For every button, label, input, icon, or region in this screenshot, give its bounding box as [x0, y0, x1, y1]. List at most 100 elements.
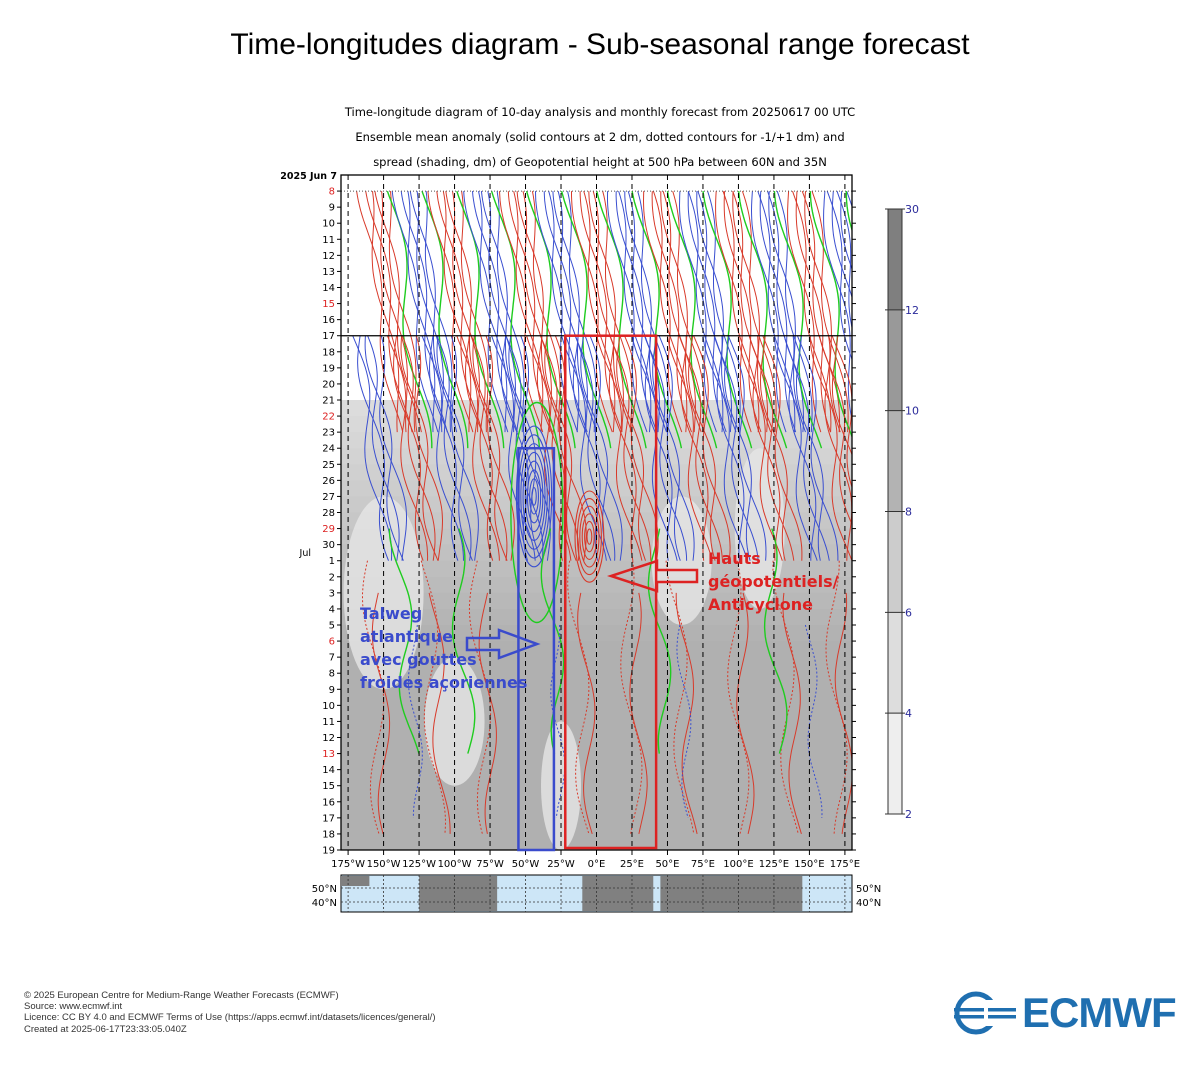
contour-line: [767, 190, 805, 433]
contour-line: [660, 191, 702, 433]
colorbar-tick-label: 10: [905, 405, 919, 418]
contour-line: [809, 191, 852, 439]
contour-line: [478, 592, 497, 834]
colorbar-segment: [887, 410, 903, 512]
contour-line: [428, 592, 451, 834]
trough-label: froides açoriennes: [360, 673, 527, 692]
contour-line: [783, 335, 830, 561]
contour-line: [356, 191, 404, 433]
page-title: Time-longitudes diagram - Sub-seasonal r…: [230, 28, 970, 61]
contour-line: [644, 335, 673, 561]
y-tick-label: 12: [322, 251, 335, 262]
contour-line: [592, 190, 624, 433]
y-tick-label: 15: [322, 299, 335, 310]
x-tick-label: 75°W: [476, 859, 504, 870]
contour-line: [470, 335, 508, 561]
contour-line: [662, 190, 696, 433]
trough-box: [517, 446, 556, 852]
spread-band: [341, 785, 852, 803]
contour-line: [574, 335, 616, 561]
contour-line: [445, 191, 493, 433]
contour-line: [782, 592, 802, 835]
grid-lines: [341, 175, 852, 850]
x-tick-label: 125°E: [759, 859, 789, 870]
contour-line: [364, 335, 404, 561]
y-tick-label: 18: [322, 829, 335, 840]
contour-line: [415, 335, 444, 561]
contour-line: [823, 191, 852, 421]
contour-line: [531, 487, 537, 506]
contour-line: [472, 191, 518, 433]
contour-line: [567, 560, 590, 835]
spread-patch: [541, 721, 582, 850]
contour-line: [460, 191, 489, 433]
contour-line: [702, 335, 748, 561]
ridge-label: Hauts: [708, 549, 761, 568]
contour-line: [583, 190, 616, 433]
y-axis: 2025 Jun 7891011121314151617181920212223…: [280, 171, 856, 857]
spread-band: [341, 560, 852, 578]
contour-line: [750, 191, 787, 433]
contour-line: [792, 190, 832, 433]
contour-line: [400, 191, 448, 433]
colorbar-segment: [887, 511, 903, 613]
x-tick-label: 175°W: [331, 859, 365, 870]
contour-line: [687, 191, 727, 433]
ecmwf-logo: ECMWF: [954, 989, 1184, 1036]
y-tick-label: 15: [322, 781, 335, 792]
contour-line: [667, 335, 713, 561]
x-axis: 175°W 150°W 125°W 100°W 75°W 50°W 25°W 0°E 25°E 5…: [331, 850, 860, 870]
y-tick-label: 5: [329, 621, 335, 632]
footer-line-copyright: © 2025 European Centre for Medium-Range …: [24, 990, 339, 1001]
colorbar-segment: [887, 309, 903, 411]
contour-line: [707, 190, 741, 433]
contour-line: [472, 335, 508, 561]
contour-line: [768, 191, 806, 433]
trough-label: Talweg: [360, 604, 422, 623]
contour-line: [831, 335, 852, 457]
x-tick-label: 25°W: [547, 859, 575, 870]
colorbar-tick-label: 12: [905, 304, 919, 317]
contour-line: [697, 190, 733, 433]
contour-line: [627, 190, 660, 433]
contour-line: [577, 592, 596, 835]
contour-line: [436, 335, 472, 561]
contour-line: [616, 335, 646, 561]
x-tick-label: 50°E: [655, 859, 679, 870]
contour-line: [788, 335, 817, 561]
contour-line: [515, 425, 553, 568]
y-tick-label: 20: [322, 379, 335, 390]
map-strip: 50°N 40°N 50°N 40°N: [312, 874, 881, 913]
ridge-label: géopotentiels/: [708, 572, 839, 591]
contour-line: [609, 335, 652, 561]
y-tick-label: 1: [329, 556, 335, 567]
contour-line: [468, 560, 492, 835]
contour-line: [647, 528, 672, 754]
y-tick-label: 2: [329, 572, 335, 583]
y-tick-label: 9: [329, 203, 335, 214]
contour-line: [675, 592, 698, 835]
contour-line: [357, 335, 389, 561]
contour-line: [365, 191, 413, 433]
x-tick-label: 125°W: [402, 859, 436, 870]
footer-line-source: Source: www.ecmwf.int: [24, 1001, 123, 1013]
contour-line: [371, 592, 391, 835]
contour-line: [795, 191, 831, 433]
colorbar-tick-label: 4: [905, 707, 912, 720]
contour-line: [574, 490, 605, 583]
map-lat-label-left: 40°N: [312, 898, 337, 909]
contour-line: [374, 191, 422, 433]
contour-line: [738, 335, 783, 561]
x-tick-label: 25°E: [620, 859, 644, 870]
contour-line: [572, 335, 601, 561]
ridge-label: Anticyclone: [708, 595, 813, 614]
contour-line: [629, 592, 648, 835]
contour-line: [579, 505, 600, 568]
contour-line: [576, 498, 602, 576]
y-tick-label: 10: [322, 219, 335, 230]
map-land: [660, 876, 803, 911]
spread-patch: [734, 448, 785, 609]
colorbar-tick-label: 6: [905, 606, 912, 619]
y-tick-label: 14: [322, 283, 335, 294]
contour-line: [713, 335, 759, 561]
